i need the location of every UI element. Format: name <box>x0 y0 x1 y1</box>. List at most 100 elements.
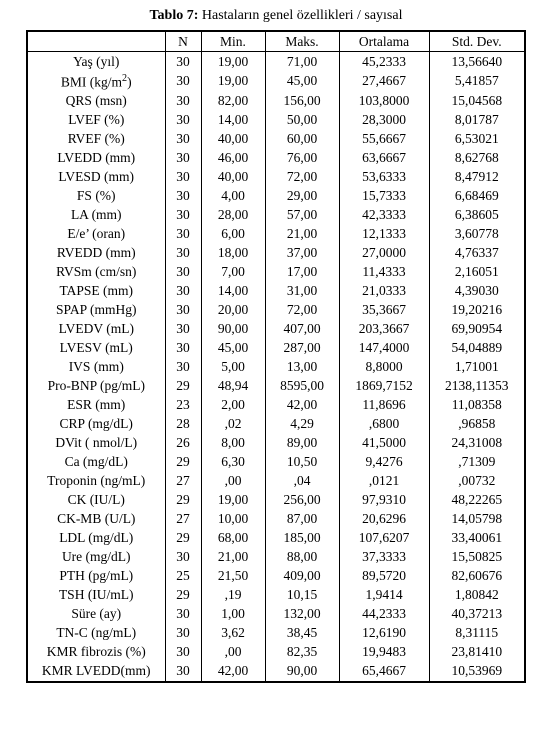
cell-max: 37,00 <box>265 244 339 263</box>
cell-min: 6,30 <box>201 453 265 472</box>
table-row: DVit ( nmol/L)268,0089,0041,500024,31008 <box>27 434 525 453</box>
table-row: RVEDD (mm)3018,0037,0027,00004,76337 <box>27 244 525 263</box>
cell-max: 256,00 <box>265 491 339 510</box>
cell-min: 18,00 <box>201 244 265 263</box>
row-label: LA (mm) <box>27 206 165 225</box>
table-row: Süre (ay)301,00132,0044,233340,37213 <box>27 605 525 624</box>
table-row: LVEDV (mL)3090,00407,00203,366769,90954 <box>27 320 525 339</box>
cell-min: 21,00 <box>201 548 265 567</box>
cell-max: 72,00 <box>265 301 339 320</box>
row-label: LVEDD (mm) <box>27 149 165 168</box>
cell-n: 30 <box>165 244 201 263</box>
table-row: PTH (pg/mL)2521,50409,0089,572082,60676 <box>27 567 525 586</box>
cell-n: 27 <box>165 510 201 529</box>
cell-max: 10,15 <box>265 586 339 605</box>
cell-mean: 19,9483 <box>339 643 429 662</box>
header-blank <box>27 31 165 52</box>
cell-mean: 28,3000 <box>339 111 429 130</box>
table-row: LVESD (mm)3040,0072,0053,63338,47912 <box>27 168 525 187</box>
row-label: Troponin (ng/mL) <box>27 472 165 491</box>
cell-mean: 53,6333 <box>339 168 429 187</box>
header-row: N Min. Maks. Ortalama Std. Dev. <box>27 31 525 52</box>
table-row: Ca (mg/dL)296,3010,509,4276,71309 <box>27 453 525 472</box>
cell-mean: 11,4333 <box>339 263 429 282</box>
cell-n: 29 <box>165 586 201 605</box>
table-row: CK-MB (U/L)2710,0087,0020,629614,05798 <box>27 510 525 529</box>
row-label: TSH (IU/mL) <box>27 586 165 605</box>
cell-max: 17,00 <box>265 263 339 282</box>
cell-max: 409,00 <box>265 567 339 586</box>
cell-n: 29 <box>165 529 201 548</box>
cell-max: 88,00 <box>265 548 339 567</box>
cell-n: 29 <box>165 453 201 472</box>
table-row: RVSm (cm/sn)307,0017,0011,43332,16051 <box>27 263 525 282</box>
cell-max: 87,00 <box>265 510 339 529</box>
cell-mean: 37,3333 <box>339 548 429 567</box>
row-label: KMR fibrozis (%) <box>27 643 165 662</box>
cell-std: 5,41857 <box>429 71 525 92</box>
cell-min: 28,00 <box>201 206 265 225</box>
row-label: BMI (kg/m2) <box>27 71 165 92</box>
cell-std: 10,53969 <box>429 662 525 682</box>
cell-std: 4,76337 <box>429 244 525 263</box>
cell-std: 69,90954 <box>429 320 525 339</box>
table-row: Ure (mg/dL)3021,0088,0037,333315,50825 <box>27 548 525 567</box>
table-row: LVESV (mL)3045,00287,00147,400054,04889 <box>27 339 525 358</box>
cell-min: ,02 <box>201 415 265 434</box>
cell-mean: 12,6190 <box>339 624 429 643</box>
cell-min: 10,00 <box>201 510 265 529</box>
cell-min: 48,94 <box>201 377 265 396</box>
cell-n: 30 <box>165 548 201 567</box>
row-label: Yaş (yıl) <box>27 52 165 72</box>
cell-mean: 45,2333 <box>339 52 429 72</box>
cell-mean: 97,9310 <box>339 491 429 510</box>
cell-mean: 1869,7152 <box>339 377 429 396</box>
cell-mean: 65,4667 <box>339 662 429 682</box>
cell-max: 287,00 <box>265 339 339 358</box>
table-row: Pro-BNP (pg/mL)2948,948595,001869,715221… <box>27 377 525 396</box>
row-label: CK-MB (U/L) <box>27 510 165 529</box>
cell-min: 42,00 <box>201 662 265 682</box>
cell-min: 14,00 <box>201 282 265 301</box>
table-row: KMR fibrozis (%)30,0082,3519,948323,8141… <box>27 643 525 662</box>
cell-std: 8,31115 <box>429 624 525 643</box>
cell-mean: 11,8696 <box>339 396 429 415</box>
cell-std: 2138,11353 <box>429 377 525 396</box>
cell-std: 8,62768 <box>429 149 525 168</box>
cell-mean: 21,0333 <box>339 282 429 301</box>
cell-max: 45,00 <box>265 71 339 92</box>
row-label: RVEDD (mm) <box>27 244 165 263</box>
cell-max: 4,29 <box>265 415 339 434</box>
row-label: RVEF (%) <box>27 130 165 149</box>
row-label: IVS (mm) <box>27 358 165 377</box>
table-row: TAPSE (mm)3014,0031,0021,03334,39030 <box>27 282 525 301</box>
row-label: KMR LVEDD(mm) <box>27 662 165 682</box>
cell-n: 29 <box>165 491 201 510</box>
cell-std: 6,38605 <box>429 206 525 225</box>
table-row: CRP (mg/dL)28,024,29,6800,96858 <box>27 415 525 434</box>
cell-n: 25 <box>165 567 201 586</box>
cell-min: 19,00 <box>201 491 265 510</box>
cell-min: 1,00 <box>201 605 265 624</box>
caption-rest: Hastaların genel özellikleri / sayısal <box>198 8 402 23</box>
cell-std: 23,81410 <box>429 643 525 662</box>
cell-std: 24,31008 <box>429 434 525 453</box>
row-label: E/e’ (oran) <box>27 225 165 244</box>
cell-min: 19,00 <box>201 52 265 72</box>
cell-mean: 15,7333 <box>339 187 429 206</box>
row-label: LDL (mg/dL) <box>27 529 165 548</box>
table-row: BMI (kg/m2)3019,0045,0027,46675,41857 <box>27 71 525 92</box>
row-label: PTH (pg/mL) <box>27 567 165 586</box>
cell-mean: 8,8000 <box>339 358 429 377</box>
cell-max: ,04 <box>265 472 339 491</box>
cell-min: ,19 <box>201 586 265 605</box>
cell-n: 27 <box>165 472 201 491</box>
header-std: Std. Dev. <box>429 31 525 52</box>
table-body: Yaş (yıl)3019,0071,0045,233313,56640BMI … <box>27 52 525 682</box>
cell-mean: 107,6207 <box>339 529 429 548</box>
table-caption: Tablo 7: Hastaların genel özellikleri / … <box>8 8 544 24</box>
cell-min: 4,00 <box>201 187 265 206</box>
cell-max: 29,00 <box>265 187 339 206</box>
cell-n: 30 <box>165 71 201 92</box>
cell-min: 6,00 <box>201 225 265 244</box>
